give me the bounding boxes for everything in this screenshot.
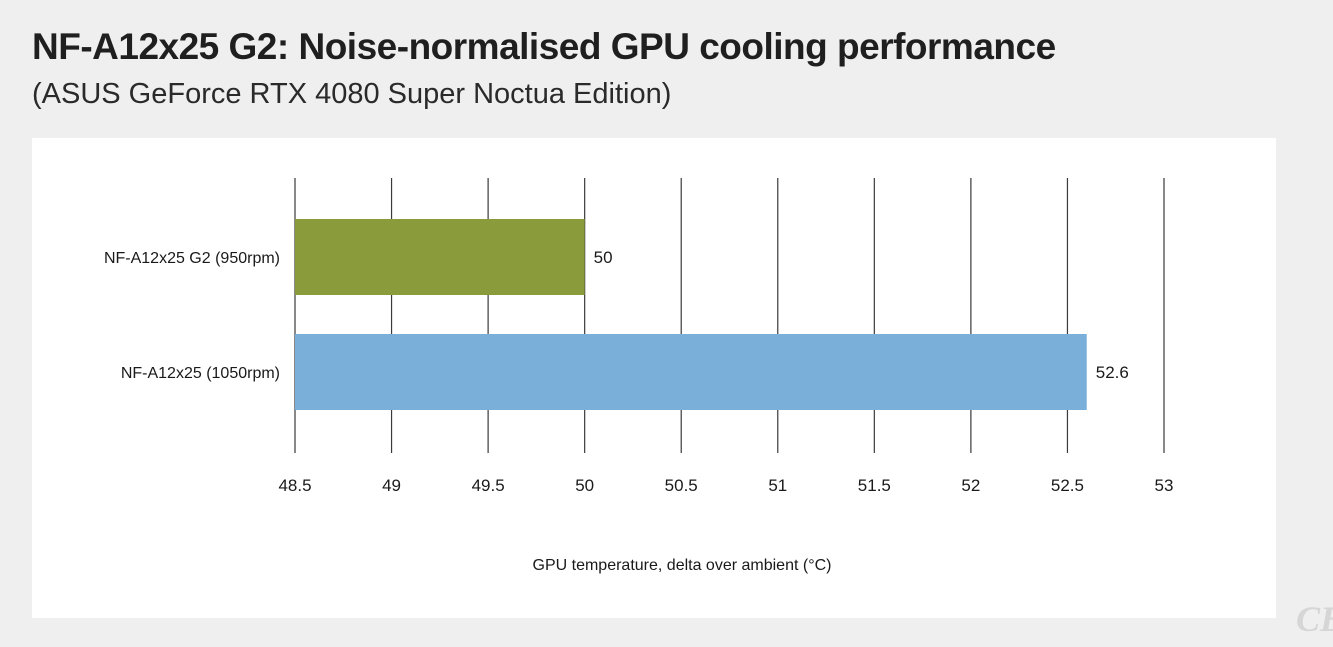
x-tick-label: 52 <box>961 476 980 495</box>
chart-panel: 48.5 49 49.5 50 50.5 51 51.5 52 52.5 53 NF-A12x25 … <box>32 138 1276 618</box>
x-axis-label: GPU temperature, delta over ambient (°C) <box>533 557 832 574</box>
category-label: NF-A12x25 (1050rpm) <box>121 365 280 382</box>
x-tick-label: 49.5 <box>472 476 505 495</box>
bar <box>295 219 585 295</box>
x-tick-label: 50.5 <box>665 476 698 495</box>
chart-title: NF-A12x25 G2: Noise-normalised GPU cooli… <box>32 26 1056 67</box>
data-label: 52.6 <box>1096 363 1129 382</box>
x-tick-label: 53 <box>1155 476 1174 495</box>
x-tick-label: 51 <box>768 476 787 495</box>
category-label: NF-A12x25 G2 (950rpm) <box>104 250 280 267</box>
x-tick-label: 51.5 <box>858 476 891 495</box>
bar-chart: 48.5 49 49.5 50 50.5 51 51.5 52 52.5 53 NF-A12x25 … <box>104 178 1174 574</box>
data-label: 50 <box>594 248 613 267</box>
bars <box>295 219 1087 410</box>
x-tick-label: 49 <box>382 476 401 495</box>
bar <box>295 334 1087 410</box>
x-tick-label: 50 <box>575 476 594 495</box>
x-tick-label: 48.5 <box>278 476 311 495</box>
labels: 48.5 49 49.5 50 50.5 51 51.5 52 52.5 53 NF-A12x25 … <box>104 248 1174 495</box>
chart-subtitle: (ASUS GeForce RTX 4080 Super Noctua Edit… <box>32 78 672 110</box>
x-tick-label: 52.5 <box>1051 476 1084 495</box>
watermark-logo: CB <box>1296 599 1333 639</box>
